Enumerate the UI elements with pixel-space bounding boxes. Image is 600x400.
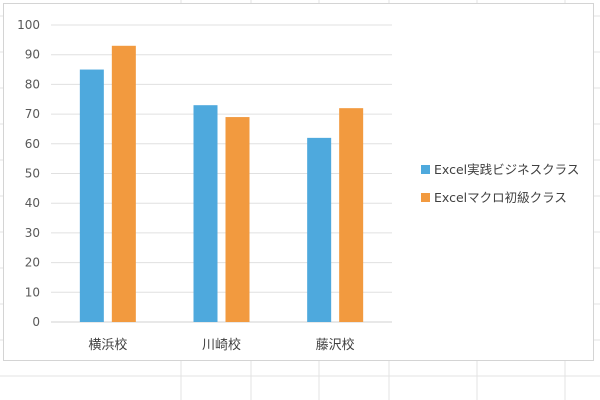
bar[interactable] [225, 117, 250, 322]
chart-area[interactable]: 0 10 20 30 40 50 60 70 80 90 100 横浜校 川崎校 藤沢校 Excel実践… [3, 3, 594, 361]
bar[interactable] [79, 69, 104, 322]
bar-chart: 0 10 20 30 40 50 60 70 80 90 100 横浜校 川崎校 藤沢校 Excel実践… [17, 18, 579, 353]
legend-label: Excel実践ビジネスクラス [434, 162, 579, 177]
y-tick-label: 10 [25, 285, 40, 299]
bar[interactable] [111, 45, 136, 322]
y-axis-tick-labels: 0 10 20 30 40 50 60 70 80 90 100 [17, 18, 40, 329]
bars [79, 45, 364, 322]
bar[interactable] [339, 108, 364, 322]
x-category-label: 藤沢校 [316, 337, 355, 353]
y-tick-label: 50 [25, 167, 40, 181]
y-tick-label: 30 [25, 226, 40, 240]
x-category-label: 川崎校 [202, 337, 241, 353]
y-tick-label: 70 [25, 107, 40, 121]
legend-label: Excelマクロ初級クラス [434, 190, 567, 205]
x-category-label: 横浜校 [88, 337, 127, 353]
y-tick-label: 40 [25, 196, 40, 210]
x-axis-category-labels: 横浜校 川崎校 藤沢校 [88, 337, 354, 353]
legend-swatch [421, 165, 430, 174]
y-tick-label: 90 [25, 48, 40, 62]
y-tick-label: 0 [32, 315, 40, 329]
y-tick-label: 60 [25, 137, 40, 151]
y-tick-label: 100 [17, 18, 40, 32]
bar[interactable] [307, 137, 332, 322]
y-tick-label: 80 [25, 77, 40, 91]
bar[interactable] [193, 105, 218, 322]
legend[interactable]: Excel実践ビジネスクラス Excelマクロ初級クラス [421, 162, 579, 205]
y-tick-label: 20 [25, 256, 40, 270]
gridlines [51, 24, 392, 323]
legend-swatch [421, 193, 430, 202]
